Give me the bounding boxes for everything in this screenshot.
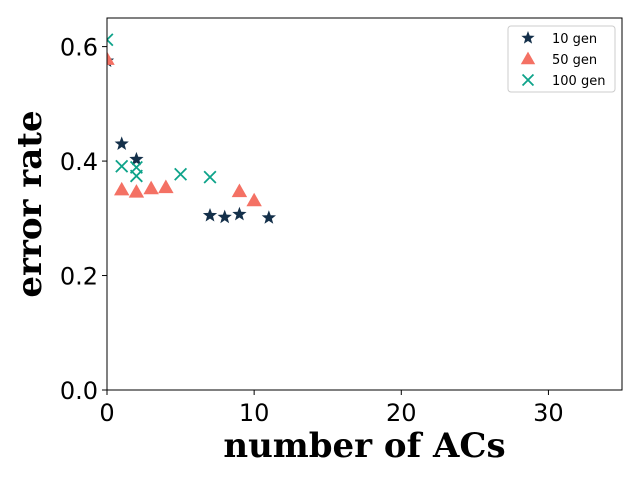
data-point bbox=[107, 33, 114, 47]
plot-frame bbox=[106, 17, 623, 391]
data-point bbox=[114, 136, 129, 150]
x-axis-ticks: 0 10 20 30 bbox=[99, 390, 564, 427]
legend-item: 50 gen bbox=[520, 51, 597, 68]
legend-item: 100 gen bbox=[521, 73, 605, 89]
legend-marker bbox=[521, 73, 535, 87]
y-tick-label: 0.0 bbox=[60, 377, 98, 405]
y-axis-title: error rate bbox=[10, 110, 50, 297]
data-point bbox=[129, 169, 143, 183]
data-point bbox=[246, 192, 262, 207]
data-point bbox=[115, 159, 129, 173]
legend-label: 100 gen bbox=[552, 74, 605, 89]
data-point bbox=[143, 180, 159, 195]
series-3 bbox=[107, 33, 217, 184]
data-point bbox=[261, 210, 276, 224]
legend-box bbox=[507, 25, 616, 93]
legend-label: 50 gen bbox=[552, 53, 597, 68]
data-point bbox=[217, 209, 232, 224]
data-point bbox=[128, 184, 145, 198]
data-point bbox=[158, 179, 174, 194]
data-point bbox=[203, 170, 217, 184]
data-point bbox=[113, 181, 130, 196]
y-axis-ticks: 0.0 0.2 0.4 0.6 bbox=[60, 34, 107, 405]
x-tick-label: 0 bbox=[99, 399, 114, 427]
data-marks bbox=[107, 33, 276, 224]
x-tick-label: 30 bbox=[533, 399, 564, 427]
legend-marker bbox=[521, 31, 535, 44]
x-axis-title: number of ACs bbox=[223, 426, 505, 466]
legend: 10 gen 50 gen 100 gen bbox=[507, 25, 616, 93]
legend-label: 10 gen bbox=[552, 32, 597, 47]
data-point bbox=[232, 206, 247, 221]
data-point bbox=[202, 207, 218, 222]
series-2 bbox=[107, 51, 262, 207]
data-point bbox=[129, 151, 144, 166]
data-point bbox=[231, 183, 248, 198]
x-tick-label: 20 bbox=[386, 399, 417, 427]
series-1 bbox=[107, 53, 276, 224]
x-tick-label: 10 bbox=[239, 399, 270, 427]
legend-item: 10 gen bbox=[521, 31, 597, 47]
data-point bbox=[174, 167, 188, 181]
y-tick-label: 0.4 bbox=[60, 148, 98, 176]
y-tick-label: 0.6 bbox=[60, 34, 98, 62]
y-tick-label: 0.2 bbox=[60, 263, 98, 291]
legend-marker bbox=[520, 51, 536, 65]
data-point bbox=[107, 51, 115, 65]
